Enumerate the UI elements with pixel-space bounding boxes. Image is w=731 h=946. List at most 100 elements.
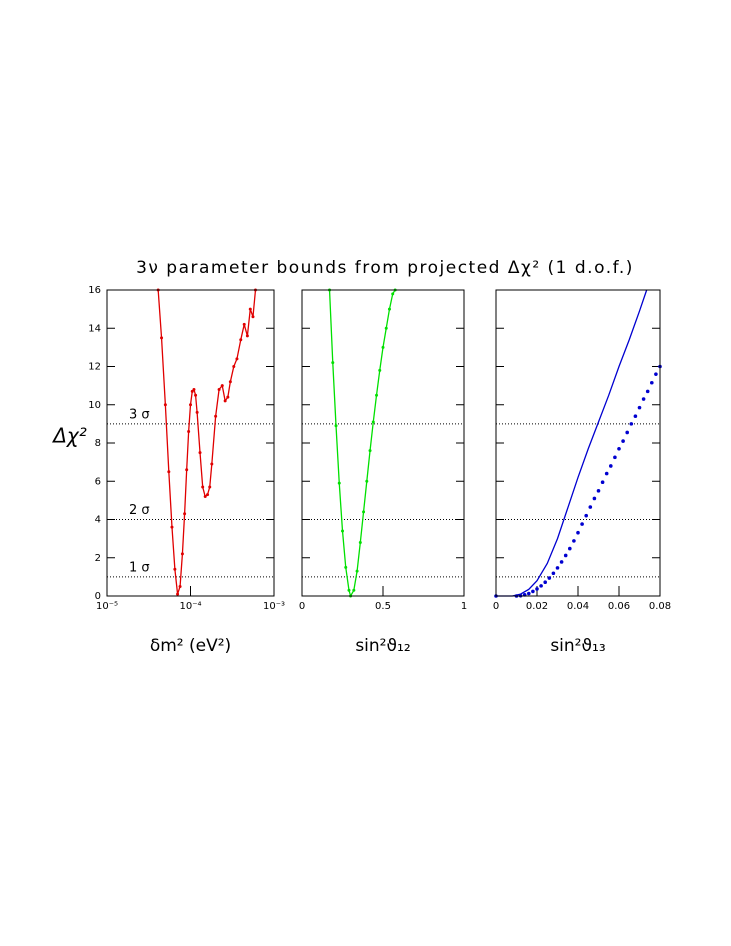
data-point: [173, 567, 177, 571]
x-tick-label: 10⁻³: [263, 601, 285, 612]
sigma-label: 1 σ: [129, 560, 150, 575]
data-point: [245, 334, 249, 338]
data-point: [352, 588, 356, 592]
data-point: [384, 326, 388, 330]
data-point: [580, 522, 584, 526]
data-point: [555, 566, 560, 570]
data-point: [341, 529, 344, 533]
data-point: [358, 540, 362, 544]
data-point: [220, 384, 224, 388]
y-tick-label: 12: [88, 362, 101, 373]
data-point: [576, 530, 580, 535]
data-point: [167, 470, 171, 474]
data-point: [584, 513, 588, 518]
data-point: [617, 446, 621, 451]
data-point: [650, 380, 654, 385]
data-point: [206, 493, 210, 497]
data-point: [242, 322, 246, 326]
data-point: [645, 389, 650, 394]
data-point: [194, 393, 198, 397]
data-point: [203, 495, 207, 499]
data-point: [362, 510, 366, 514]
x-tick-label: 0: [299, 601, 305, 612]
data-point: [621, 439, 625, 443]
data-point: [214, 414, 218, 418]
data-point: [547, 576, 552, 580]
data-point: [170, 525, 174, 529]
data-point: [337, 481, 341, 485]
curve: [496, 289, 648, 597]
data-point: [331, 361, 335, 365]
data-point: [344, 565, 348, 569]
data-point: [189, 403, 192, 407]
panel-frame: [495, 289, 661, 597]
data-point: [251, 315, 255, 319]
data-point: [387, 307, 391, 311]
x-axis-label: sin²ϑ₁₃: [550, 636, 605, 656]
x-axis-label: δm² (eV²): [150, 636, 231, 656]
data-point: [201, 485, 205, 489]
data-point: [633, 414, 638, 419]
data-point: [654, 372, 658, 376]
data-point: [563, 553, 568, 558]
data-point: [183, 512, 187, 516]
data-point: [629, 422, 634, 426]
data-point: [176, 592, 180, 596]
data-point: [210, 462, 214, 466]
y-axis-label: Δχ²: [51, 424, 87, 448]
data-point: [531, 589, 535, 594]
y-tick-label: 14: [88, 323, 101, 334]
x-tick-label: 0.08: [649, 601, 671, 612]
data-point: [178, 584, 182, 588]
data-point: [539, 584, 543, 588]
y-tick-label: 10: [88, 400, 101, 411]
data-point: [192, 387, 196, 391]
data-point: [637, 405, 642, 410]
data-point: [535, 587, 539, 591]
data-point: [381, 345, 385, 349]
x-tick-label: 0: [493, 601, 499, 612]
y-tick-label: 6: [95, 476, 101, 487]
y-tick-label: 4: [95, 515, 101, 526]
x-tick-label: 10⁻⁵: [96, 601, 118, 612]
data-point: [600, 480, 605, 485]
data-point: [365, 479, 369, 483]
x-tick-label: 0.04: [567, 601, 589, 612]
data-point: [163, 403, 167, 407]
data-point: [543, 580, 547, 585]
data-point: [551, 571, 556, 576]
y-tick-label: 16: [88, 285, 101, 296]
data-point: [160, 336, 164, 340]
data-point: [592, 496, 597, 501]
data-point: [232, 365, 236, 368]
data-point: [559, 560, 564, 564]
data-point: [641, 397, 646, 401]
data-point: [347, 588, 351, 592]
panel-frame: [301, 289, 465, 597]
data-point: [596, 489, 601, 493]
data-point: [226, 395, 230, 399]
x-tick-label: 1: [461, 601, 467, 612]
data-point: [228, 380, 232, 384]
y-tick-label: 0: [95, 591, 101, 602]
data-point: [185, 468, 189, 472]
data-point: [355, 569, 359, 573]
data-point: [588, 505, 593, 509]
data-point: [223, 399, 227, 403]
data-point: [391, 292, 395, 296]
data-point: [198, 451, 202, 455]
data-point: [375, 393, 379, 397]
x-tick-label: 0.06: [608, 601, 630, 612]
data-point: [613, 455, 617, 460]
data-point: [195, 410, 199, 414]
data-point: [248, 307, 252, 311]
data-point: [604, 471, 609, 476]
data-point: [368, 449, 372, 453]
x-tick-label: 10⁻⁴: [179, 601, 201, 612]
panel-frame: [106, 289, 275, 597]
data-point: [609, 464, 613, 468]
data-point: [208, 485, 212, 489]
data-point: [572, 539, 576, 543]
